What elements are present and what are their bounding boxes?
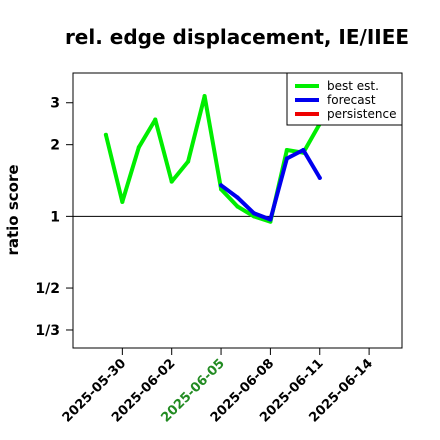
series-layer xyxy=(103,94,322,224)
data-point-forecast xyxy=(284,156,289,161)
y-tick-label: 3 xyxy=(50,96,60,112)
y-axis-label: ratio score xyxy=(4,164,22,255)
y-tick-label: 1 xyxy=(50,209,60,225)
data-point-best-est xyxy=(202,94,207,99)
data-point-best-est xyxy=(153,117,158,122)
axes: 3211/21/32025-05-302025-06-022025-06-052… xyxy=(35,96,376,426)
data-point-forecast xyxy=(317,175,322,180)
data-point-best-est xyxy=(235,204,240,209)
data-point-best-est xyxy=(103,132,108,137)
legend-label: best est. xyxy=(327,79,379,93)
series-line-forecast xyxy=(219,148,322,222)
data-point-best-est xyxy=(186,159,191,164)
data-point-forecast xyxy=(301,147,306,152)
data-point-forecast xyxy=(251,211,256,216)
y-tick-label: 1/2 xyxy=(35,281,60,297)
chart-title: rel. edge displacement, IE/IIEE xyxy=(65,25,409,49)
data-point-best-est xyxy=(284,147,289,152)
data-point-forecast xyxy=(268,217,273,222)
data-point-forecast xyxy=(219,183,224,188)
data-point-forecast xyxy=(235,195,240,200)
legend-label: persistence xyxy=(327,107,396,121)
data-point-best-est xyxy=(169,179,174,184)
plot-area xyxy=(72,72,403,349)
y-tick-label: 2 xyxy=(50,138,60,154)
y-tick-label: 1/3 xyxy=(35,323,60,339)
data-point-best-est xyxy=(120,199,125,204)
data-point-best-est xyxy=(136,145,141,150)
legend-label: forecast xyxy=(327,93,376,107)
